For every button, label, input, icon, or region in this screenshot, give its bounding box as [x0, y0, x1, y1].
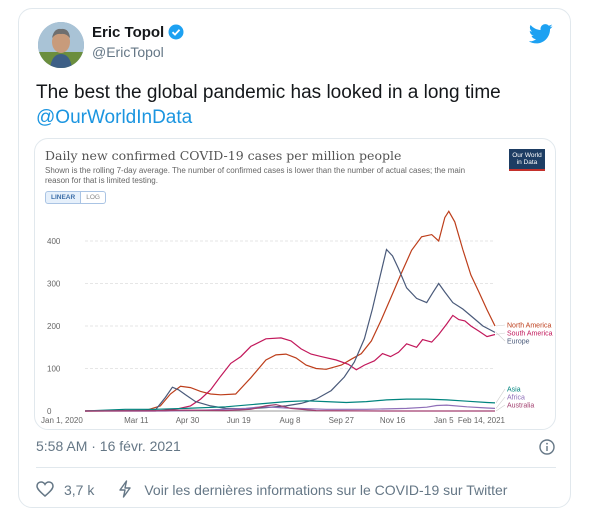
y-tick-label: 400 [47, 237, 61, 246]
verified-badge-icon [168, 24, 184, 44]
linear-scale-button[interactable]: LINEAR [45, 191, 82, 204]
x-tick-label: Aug 8 [280, 416, 301, 425]
legend-label: Africa [507, 395, 525, 402]
tweet-text: The best the global pandemic has looked … [36, 80, 556, 130]
like-icon[interactable] [36, 480, 54, 500]
legend-label: Australia [507, 403, 534, 410]
owid-logo: Our World in Data [509, 149, 545, 171]
info-icon[interactable] [539, 439, 555, 460]
avatar-image [38, 22, 84, 68]
divider [36, 467, 556, 468]
series-line [84, 398, 496, 412]
y-tick-label: 200 [47, 322, 61, 331]
legend-label: South America [507, 331, 553, 338]
y-tick-label: 100 [47, 365, 61, 374]
author-name-text: Eric Topol [92, 24, 165, 41]
x-tick-label: Apr 30 [176, 416, 200, 425]
legend-connector [495, 332, 506, 335]
author-handle[interactable]: @EricTopol [92, 44, 164, 60]
lightning-icon [118, 479, 132, 501]
mention-link[interactable]: @OurWorldInData [36, 107, 193, 128]
log-scale-button[interactable]: LOG [81, 191, 106, 204]
twitter-bird-icon[interactable] [528, 24, 553, 49]
x-tick-label: Sep 27 [329, 416, 355, 425]
avatar[interactable] [38, 22, 84, 68]
covid-info-link[interactable]: Voir les dernières informations sur le C… [144, 482, 508, 498]
series-line [84, 210, 496, 412]
legend-label: Europe [507, 339, 530, 346]
author-name[interactable]: Eric Topol [92, 24, 184, 44]
x-tick-label: Mar 11 [124, 416, 149, 425]
chart-image[interactable]: Daily new confirmed COVID-19 cases per m… [34, 138, 556, 430]
series-line [84, 248, 496, 412]
chart-title: Daily new confirmed COVID-19 cases per m… [45, 148, 402, 163]
tweet-timestamp[interactable]: 5:58 AM · 16 févr. 2021 [36, 438, 181, 454]
legend-connector [495, 396, 506, 409]
legend-connector [495, 404, 506, 412]
series-line [84, 403, 495, 412]
chart-plot: 0 100 200 300 400 Jan 1, 2020 Mar 11 Apr 30 Jun … [41, 210, 553, 425]
legend-connector [495, 388, 506, 404]
action-bar: 3,7 k Voir les dernières informations su… [36, 478, 544, 502]
chart-subtitle: Shown is the rolling 7-day average. The … [45, 166, 466, 185]
legend-label: Asia [507, 387, 521, 394]
x-tick-label: Jan 1, 2020 [41, 416, 83, 425]
y-tick-label: 0 [47, 407, 52, 416]
series-line [85, 404, 496, 412]
scale-toggle[interactable]: LINEAR LOG [45, 191, 106, 204]
x-tick-label: Nov 16 [380, 416, 406, 425]
y-tick-label: 300 [47, 280, 61, 289]
legend-label: North America [507, 323, 551, 330]
legend-connector [495, 324, 506, 327]
x-tick-label: Feb 14, 2021 [458, 416, 506, 425]
x-tick-label: Jan 5 [434, 416, 454, 425]
like-count[interactable]: 3,7 k [64, 482, 95, 498]
legend-connector [495, 332, 506, 342]
series-line [85, 314, 496, 412]
x-tick-label: Jun 19 [227, 416, 252, 425]
tweet-body: The best the global pandemic has looked … [36, 82, 501, 103]
